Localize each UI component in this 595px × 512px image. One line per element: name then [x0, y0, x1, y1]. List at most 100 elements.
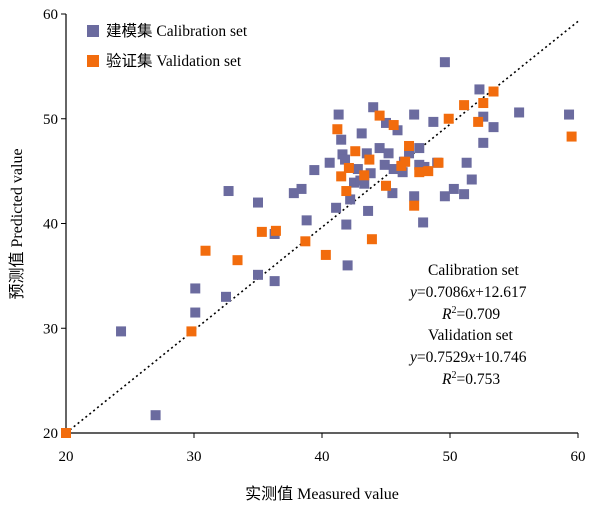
annot-cal-title: Calibration set: [428, 262, 520, 279]
calibration-point: [150, 410, 161, 421]
validation-point: [478, 98, 489, 109]
validation-point: [473, 116, 484, 127]
calibration-point: [365, 168, 376, 179]
validation-point: [359, 170, 370, 181]
calibration-point: [337, 149, 348, 160]
validation-point: [343, 162, 354, 173]
y-axis-title: 预测值 Predicted value: [8, 148, 26, 299]
validation-point: [443, 113, 454, 124]
validation-point: [423, 166, 434, 177]
validation-point: [414, 167, 425, 178]
validation-point: [320, 249, 331, 260]
calibration-point: [461, 157, 472, 168]
legend: 建模集 Calibration set 验证集 Validation set: [87, 22, 248, 70]
calibration-point: [428, 116, 439, 127]
calibration-point: [564, 109, 575, 120]
calibration-point: [341, 219, 352, 230]
validation-point: [61, 428, 71, 438]
validation-point: [364, 154, 375, 165]
calibration-point: [488, 122, 499, 133]
annot-cal-r2: R2=0.709: [441, 305, 500, 323]
calibration-point: [404, 148, 415, 159]
calibration-point: [474, 84, 485, 95]
validation-point: [350, 146, 361, 157]
calibration-point: [414, 143, 425, 154]
calibration-point: [221, 291, 231, 302]
validation-point: [388, 120, 399, 131]
legend-swatch-validation: [87, 55, 99, 67]
points-layer: [61, 57, 577, 438]
calibration-point: [253, 197, 263, 208]
validation-point: [381, 180, 391, 191]
calibration-point: [342, 260, 353, 271]
x-tick-label: 40: [315, 449, 330, 465]
annot-val-title: Validation set: [428, 327, 513, 344]
calibration-point: [383, 148, 394, 159]
calibration-point: [301, 215, 312, 226]
y-tick-label: 60: [43, 7, 58, 23]
reference-line: [65, 20, 579, 434]
x-tick-label: 30: [187, 449, 202, 465]
validation-point: [300, 236, 311, 247]
calibration-point: [478, 137, 489, 148]
calibration-point: [381, 117, 391, 128]
calibration-point: [309, 165, 320, 176]
calibration-point: [439, 57, 450, 68]
annot-val-r2: R2=0.753: [441, 370, 500, 388]
calibration-point: [387, 188, 398, 199]
legend-label-calibration: 建模集 Calibration set: [106, 22, 248, 40]
y-ticks: 20 30 40 50 60: [43, 7, 66, 442]
calibration-point: [459, 189, 470, 200]
validation-point: [232, 255, 243, 266]
annot-val-equation: y=0.7529x+10.746: [408, 349, 527, 366]
validation-point: [256, 226, 267, 237]
validation-point: [488, 86, 499, 97]
calibration-point: [340, 154, 351, 165]
calibration-point: [296, 183, 307, 194]
calibration-point: [324, 157, 335, 168]
calibration-point: [439, 191, 450, 202]
calibration-point: [352, 164, 363, 175]
calibration-point: [288, 188, 299, 199]
calibration-point: [331, 202, 342, 213]
calibration-point: [349, 177, 359, 188]
calibration-point: [336, 134, 347, 145]
calibration-point: [116, 326, 127, 337]
calibration-point: [333, 109, 344, 120]
y-tick-label: 50: [43, 112, 58, 128]
calibration-point: [478, 111, 489, 122]
calibration-point: [363, 205, 374, 216]
validation-point: [270, 225, 281, 236]
validation-point: [404, 140, 415, 151]
x-tick-label: 20: [59, 449, 74, 465]
x-tick-label: 60: [571, 449, 586, 465]
calibration-point: [190, 283, 201, 294]
x-ticks: 20 30 40 50 60: [59, 433, 586, 465]
validation-point: [341, 186, 352, 197]
validation-point: [186, 326, 197, 337]
validation-point: [366, 234, 377, 245]
calibration-point: [514, 107, 525, 118]
y-tick-label: 20: [43, 426, 58, 442]
validation-point: [409, 200, 420, 211]
validation-point: [566, 131, 577, 142]
calibration-point: [466, 174, 477, 185]
calibration-point: [409, 109, 420, 120]
calibration-point: [359, 178, 370, 189]
calibration-point: [388, 164, 399, 175]
y-tick-label: 30: [43, 321, 58, 337]
calibration-point: [269, 276, 280, 287]
calibration-point: [361, 148, 372, 159]
validation-point: [332, 124, 343, 135]
validation-point: [433, 157, 444, 168]
calibration-point: [379, 159, 390, 170]
annot-cal-equation: y=0.7086x+12.617: [408, 284, 527, 301]
calibration-point: [190, 307, 201, 318]
calibration-point: [223, 186, 234, 197]
calibration-point: [448, 183, 459, 194]
regression-annotations: Calibration set y=0.7086x+12.617 R2=0.70…: [408, 262, 527, 388]
x-tick-label: 50: [443, 449, 458, 465]
validation-point: [200, 245, 211, 256]
calibration-point: [356, 128, 367, 139]
